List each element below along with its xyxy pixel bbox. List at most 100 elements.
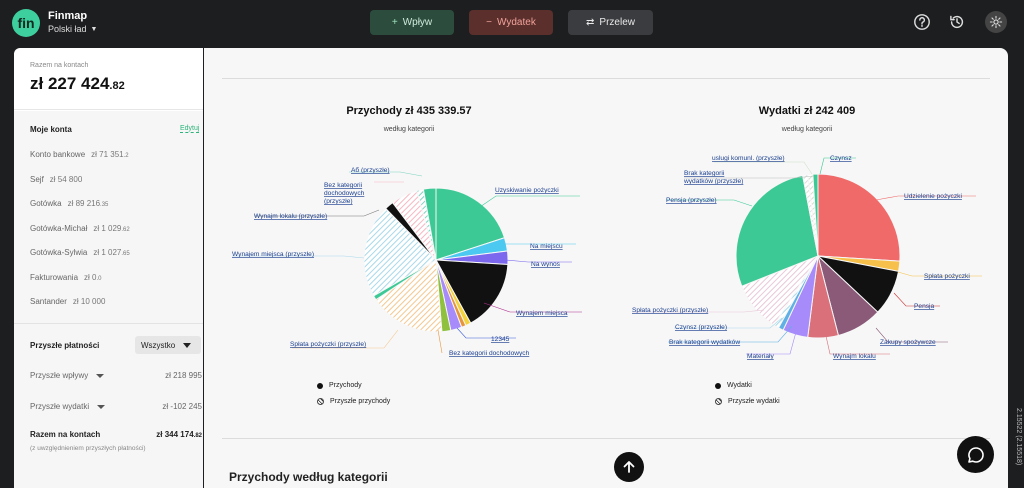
account-row[interactable]: Santander zł 10 000 xyxy=(30,297,190,306)
chart-label[interactable]: Bez kategorii xyxy=(324,182,363,189)
account-amount: zł 89 216.35 xyxy=(68,199,109,208)
chart-label[interactable]: Brak kategorii wydatków xyxy=(669,339,740,346)
account-name: Sejf xyxy=(30,175,44,184)
pie-slice[interactable]: Wynajem miejsca (przyszłe) xyxy=(363,207,437,297)
help-icon[interactable] xyxy=(912,12,932,32)
future-income-label: Przyszłe wpływy xyxy=(30,371,89,380)
legend-item-future-income[interactable]: Przyszłe przychody xyxy=(317,398,390,405)
add-transfer-button[interactable]: ⇄ Przelew xyxy=(568,10,653,35)
chart-label[interactable]: Wynajem miejsca (przyszłe) xyxy=(232,251,314,258)
pie-slice[interactable]: Wynajem miejsca xyxy=(435,259,509,324)
settings-icon[interactable] xyxy=(985,11,1007,33)
chart-label[interactable]: Materiały xyxy=(747,353,774,360)
chart-label[interactable]: Udzielenie pożyczki xyxy=(904,193,962,200)
future-expense-row[interactable]: Przyszłe wydatki zł -102 245 xyxy=(30,402,202,411)
account-row[interactable]: Konto bankowe zł 71 351.2 xyxy=(30,150,190,159)
chat-button[interactable] xyxy=(957,436,994,473)
account-name: Santander xyxy=(30,297,67,306)
legend-item-future-expense[interactable]: Przyszłe wydatki xyxy=(715,398,780,405)
workspace-name: Polski ład xyxy=(48,24,87,34)
total-with-future-row: Razem na kontach zł 344 174.82 xyxy=(30,430,202,439)
legend-item-expense[interactable]: Wydatki xyxy=(715,382,752,389)
chart-label[interactable]: Wynajm lokalu xyxy=(833,353,876,360)
account-amount: zł 10 000 xyxy=(73,297,105,306)
account-row[interactable]: Gotówka zł 89 216.35 xyxy=(30,199,190,208)
future-income-value: zł 218 995 xyxy=(165,371,202,380)
future-filter-select[interactable]: Wszystko xyxy=(135,336,201,354)
account-amount: zł 1 027.65 xyxy=(93,248,129,257)
chart-label[interactable]: Uzyskiwanie pożyczki xyxy=(495,187,559,194)
chart-label[interactable]: Spłata pożyczki (przyszłe) xyxy=(632,307,708,314)
chart-label[interactable]: Na miejscu xyxy=(530,243,563,250)
charts-canvas: Uzyskiwanie pożyczki Na miejscu Na wynos Wy… xyxy=(232,155,982,360)
chart-label[interactable]: Czynsz (przyszłe) xyxy=(675,324,727,331)
add-expense-label: Wydatek xyxy=(497,17,536,28)
history-icon[interactable] xyxy=(947,12,967,32)
chart-label[interactable]: Wynajem miejsca xyxy=(516,310,568,317)
account-row[interactable]: Gotówka-Sylwia zł 1 027.65 xyxy=(30,248,190,257)
chart-label[interactable]: dochodowych xyxy=(324,190,365,197)
chart-label[interactable]: Wynajm lokalu (przyszłe) xyxy=(254,213,327,220)
minus-icon: − xyxy=(486,17,492,28)
chart-label[interactable]: uslugi komunl. (przyszłe) xyxy=(712,155,785,162)
transfer-icon: ⇄ xyxy=(586,17,595,28)
chart-label[interactable]: Pensja xyxy=(914,303,934,310)
chart-label[interactable]: 12345 xyxy=(491,336,510,343)
income-chart-subtitle: według kategorii xyxy=(383,126,435,133)
pie-slice[interactable]: Czynsz xyxy=(812,173,819,257)
legend-hatch xyxy=(317,398,324,405)
balance-summary: Razem na kontach zł 227 424.82 xyxy=(14,48,203,110)
expense-pie-chart[interactable]: Udzielenie pożyczkiSpłata pożyczkiPensja… xyxy=(735,173,901,339)
account-row[interactable]: Sejf zł 54 800 xyxy=(30,175,190,184)
account-amount: zł 0.0 xyxy=(84,273,101,282)
future-expense-label: Przyszłe wydatki xyxy=(30,402,90,411)
chart-label[interactable]: Pensja (przyszłe) xyxy=(666,197,717,204)
account-amount-main: zł 54 800 xyxy=(49,175,83,184)
chart-label[interactable]: Aб (przyszłe) xyxy=(351,166,390,174)
chart-label[interactable]: (przyszłe) xyxy=(324,198,353,205)
chat-icon xyxy=(967,446,984,463)
future-income-row[interactable]: Przyszłe wpływy zł 218 995 xyxy=(30,371,202,380)
add-income-button[interactable]: + Wpływ xyxy=(370,10,454,35)
workspace-selector[interactable]: Polski ład ▼ xyxy=(48,24,97,34)
legend-dot xyxy=(317,382,323,389)
chart-label[interactable]: wydatków (przyszłe) xyxy=(683,178,743,185)
legend-item-income[interactable]: Przychody xyxy=(317,382,362,389)
legend-label: Przyszłe wydatki xyxy=(728,398,780,405)
add-income-label: Wpływ xyxy=(402,17,433,28)
total-with-future-value: zł 344 174.82 xyxy=(156,430,202,439)
account-amount-main: zł 10 000 xyxy=(72,297,106,306)
chart-label[interactable]: Czynsz xyxy=(830,155,852,162)
chevron-down-icon[interactable] xyxy=(97,404,106,409)
total-with-future-label: Razem na kontach xyxy=(30,430,101,439)
legend-label: Wydatki xyxy=(727,382,752,389)
total-with-future-decimals: .82 xyxy=(193,433,202,439)
chart-label[interactable]: Spłata pożyczki (przyszłe) xyxy=(290,341,366,348)
legend-label: Przychody xyxy=(329,382,362,389)
account-amount-main: zł 0 xyxy=(84,273,97,282)
chart-label[interactable]: Zakupy spożywcze xyxy=(880,339,936,346)
version-label: 2.15522 (2.15518) xyxy=(1013,408,1023,488)
income-chart-labels: Uzyskiwanie pożyczki Na miejscu Na wynos… xyxy=(232,166,582,357)
account-row[interactable]: Gotówka-Michał zł 1 029.62 xyxy=(30,224,190,233)
chart-label[interactable]: Bez kategorii dochodowych xyxy=(449,350,530,357)
scroll-top-button[interactable] xyxy=(614,452,644,482)
arrow-up-icon xyxy=(623,461,635,473)
divider xyxy=(222,78,990,79)
pie-slice[interactable]: Aб (przyszłe) xyxy=(422,187,437,261)
future-filter-value: Wszystko xyxy=(141,340,176,350)
chart-label[interactable]: Na wynos xyxy=(531,261,561,268)
chart-label[interactable]: Brak kategorii xyxy=(684,170,725,177)
pie-slice[interactable]: Uzyskiwanie pożyczki xyxy=(435,187,506,261)
future-expense-value: zł -102 245 xyxy=(162,402,202,411)
edit-accounts-link[interactable]: Edytuj xyxy=(180,125,200,133)
app-logo[interactable]: fin xyxy=(12,9,40,37)
app-name: Finmap xyxy=(48,10,88,22)
account-row[interactable]: Fakturowania zł 0.0 xyxy=(30,273,190,282)
chevron-down-icon[interactable] xyxy=(96,373,105,378)
pie-slice[interactable]: Udzielenie pożyczki xyxy=(817,173,901,262)
chart-label[interactable]: Spłata pożyczki xyxy=(924,273,970,280)
pie-slice[interactable]: Pensja (przyszłe) xyxy=(735,174,819,287)
add-expense-button[interactable]: − Wydatek xyxy=(469,10,553,35)
